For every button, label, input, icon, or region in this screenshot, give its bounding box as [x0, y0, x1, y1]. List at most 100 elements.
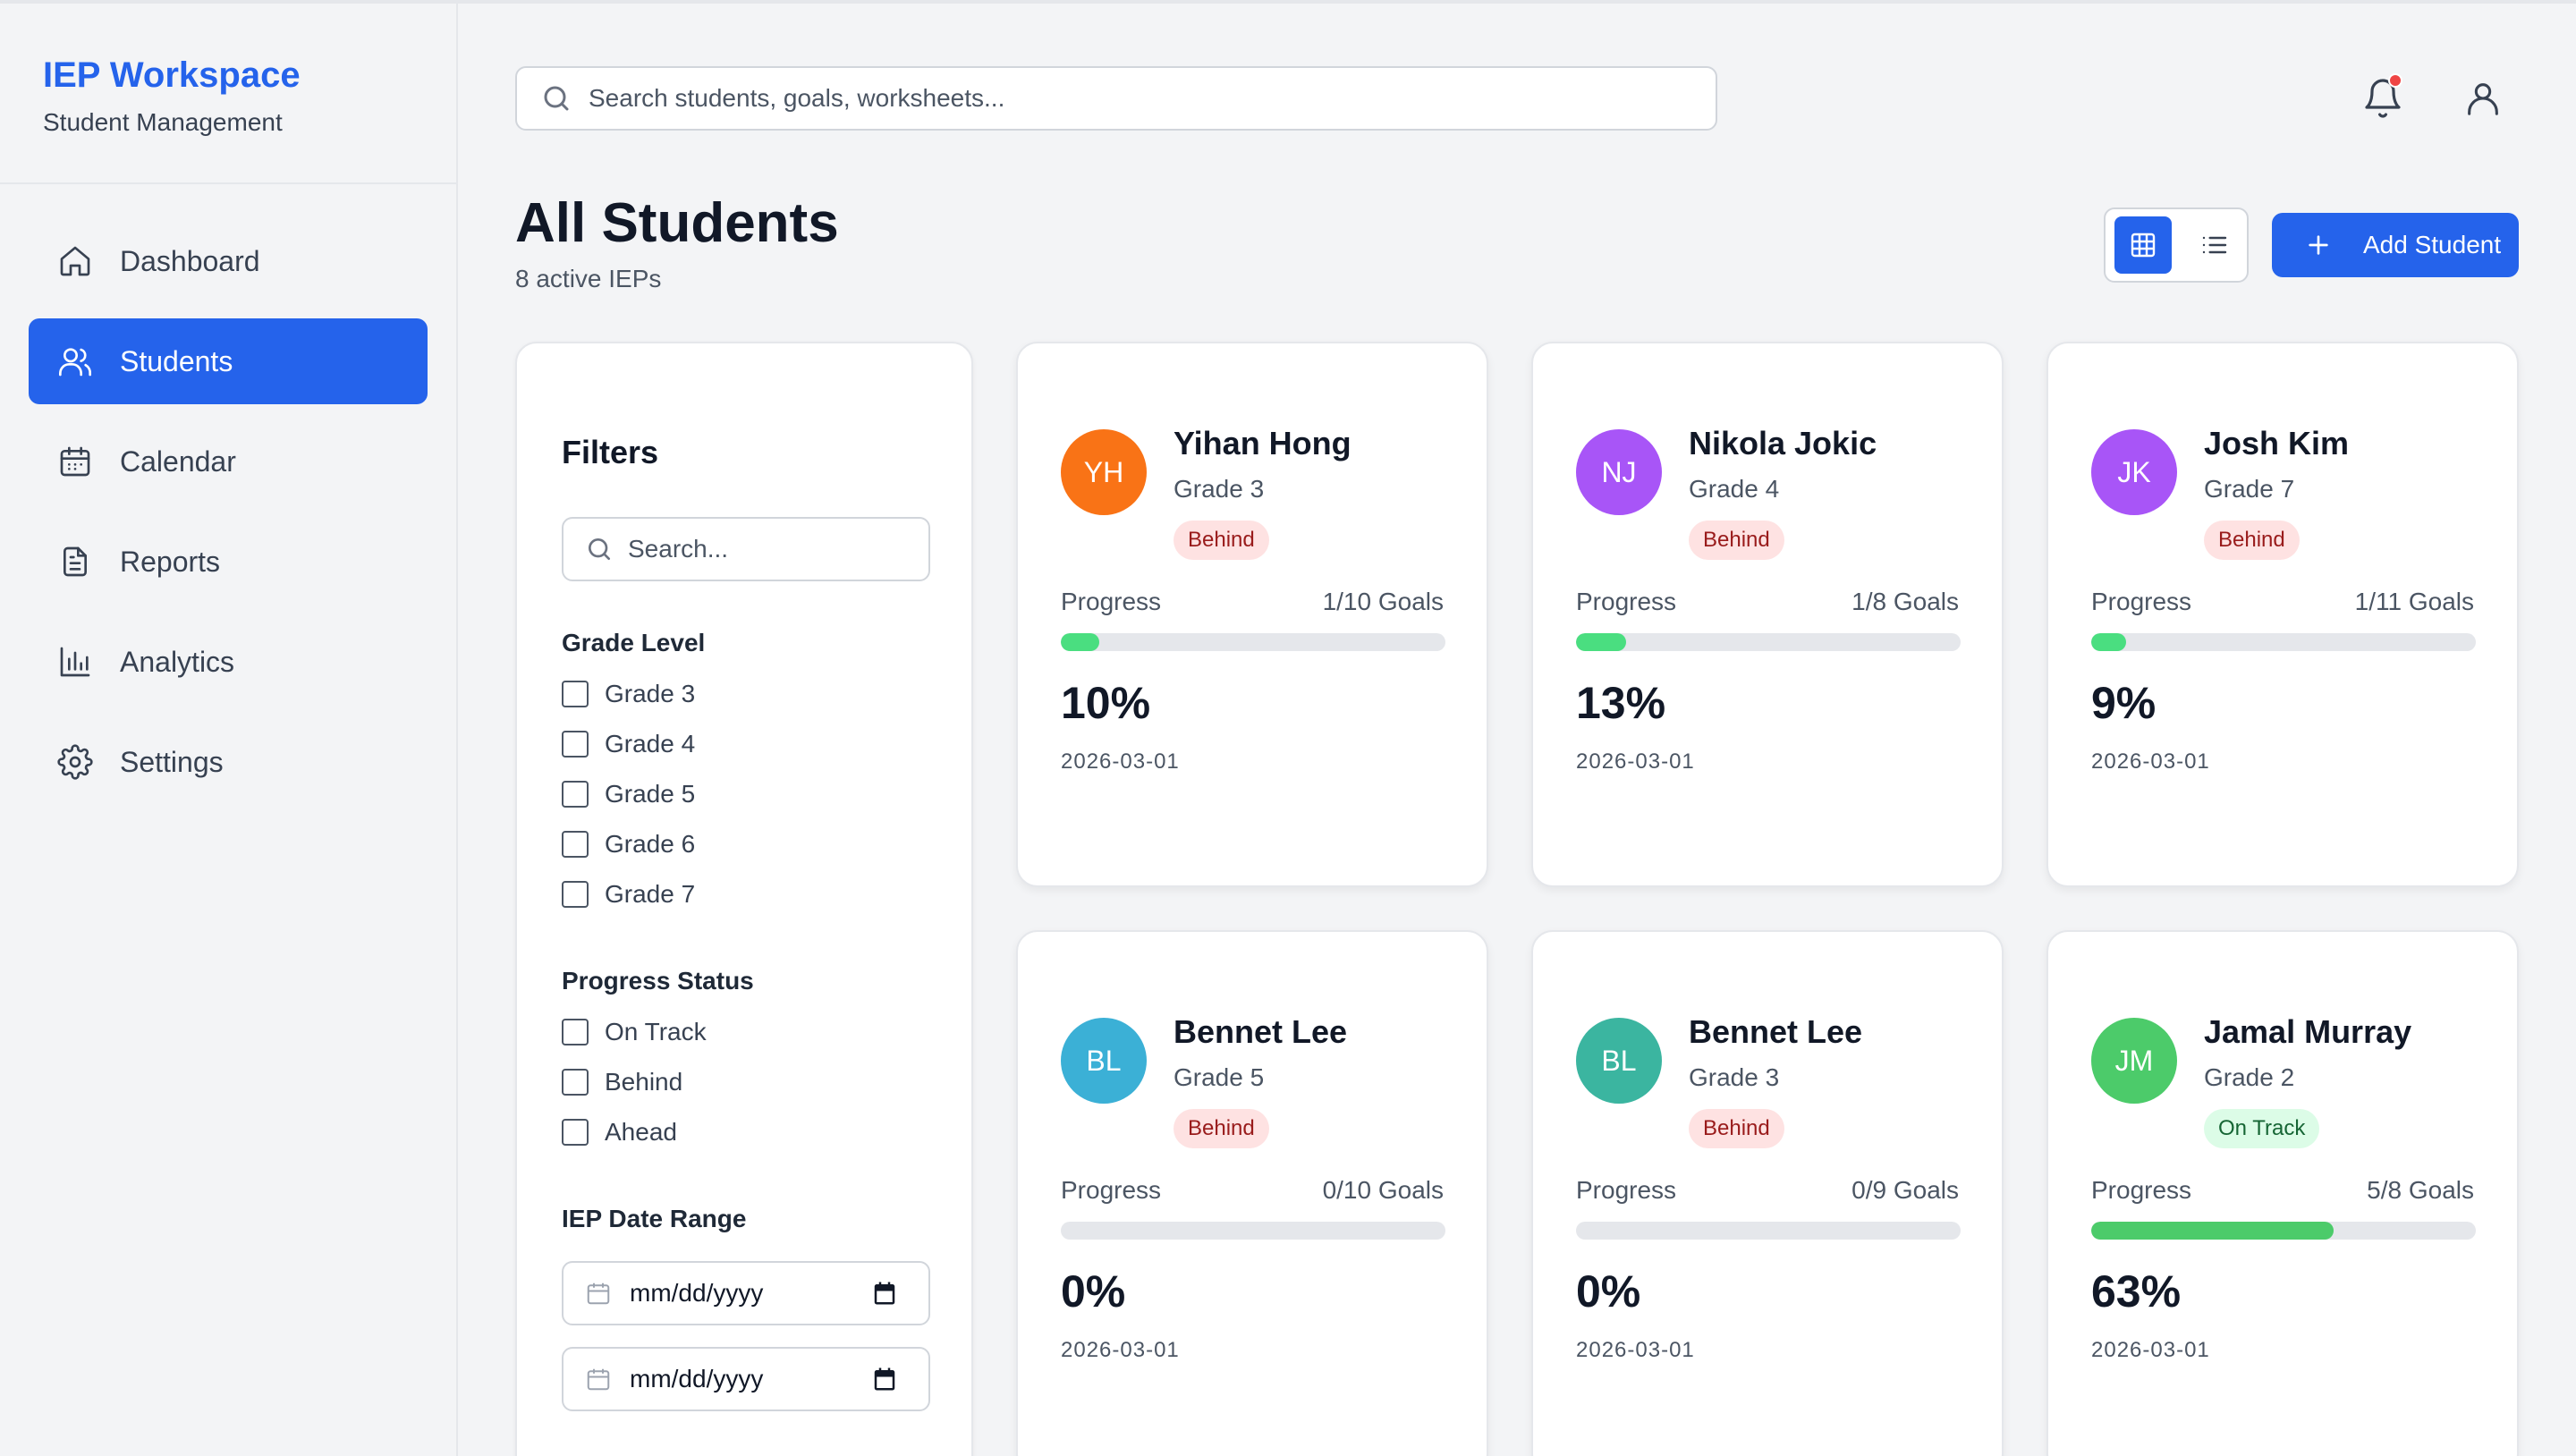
add-student-button[interactable]: Add Student — [2272, 213, 2519, 277]
option-label: Grade 4 — [605, 730, 696, 758]
progress-row: Progress 1/10 Goals — [1061, 587, 1444, 617]
progress-bar-fill — [1061, 633, 1099, 651]
goals-count: 1/11 Goals — [2354, 588, 2474, 615]
checkbox[interactable] — [562, 1119, 589, 1146]
grade-3-option[interactable]: Grade 3 — [562, 669, 971, 719]
filter-search[interactable] — [562, 517, 930, 581]
sidebar-item-analytics[interactable]: Analytics — [29, 619, 428, 705]
progress-bar — [1061, 1222, 1445, 1240]
option-label: Grade 7 — [605, 880, 696, 908]
app-subtitle: Student Management — [43, 108, 283, 136]
checkbox[interactable] — [562, 881, 589, 908]
brand: IEP Workspace Student Management — [0, 4, 456, 184]
student-card[interactable]: YH Yihan Hong Grade 3 Behind Progress 1/… — [1016, 342, 1488, 887]
sidebar-item-label: Settings — [120, 745, 224, 778]
behind-option[interactable]: Behind — [562, 1057, 971, 1107]
progress-row: Progress 5/8 Goals — [2091, 1175, 2474, 1206]
student-name[interactable]: Josh Kim — [2204, 425, 2350, 461]
student-name[interactable]: Jamal Murray — [2204, 1013, 2412, 1050]
app-title[interactable]: IEP Workspace — [43, 55, 301, 95]
global-search-input[interactable] — [589, 84, 1662, 113]
progress-bar — [1576, 633, 1961, 651]
ahead-option[interactable]: Ahead — [562, 1107, 971, 1157]
iep-date: 2026-03-01 — [2091, 1338, 2210, 1362]
date-to-input[interactable]: mm/dd/yyyy — [562, 1347, 930, 1411]
checkbox[interactable] — [562, 681, 589, 707]
checkbox[interactable] — [562, 1019, 589, 1045]
status-badge: Behind — [2204, 521, 2300, 560]
student-name[interactable]: Nikola Jokic — [1689, 425, 1877, 461]
sidebar-item-settings[interactable]: Settings — [29, 719, 428, 805]
grade-7-option[interactable]: Grade 7 — [562, 869, 971, 919]
sidebar-item-dashboard[interactable]: Dashboard — [29, 218, 428, 304]
student-name[interactable]: Bennet Lee — [1689, 1013, 1863, 1050]
progress-label: Progress — [1061, 1176, 1162, 1204]
student-name[interactable]: Yihan Hong — [1174, 425, 1352, 461]
student-card[interactable]: BL Bennet Lee Grade 3 Behind Progress 0/… — [1531, 930, 2004, 1456]
student-grade: Grade 4 — [1689, 475, 1780, 503]
card-header: YH Yihan Hong Grade 3 Behind — [1061, 425, 1444, 560]
iep-date-range-title: IEP Date Range — [562, 1205, 747, 1232]
progress-row: Progress 1/11 Goals — [2091, 587, 2474, 617]
progress-bar — [1061, 633, 1445, 651]
sidebar-item-calendar[interactable]: Calendar — [29, 419, 428, 504]
option-label: Grade 6 — [605, 830, 696, 858]
progress-percent: 10% — [1061, 678, 1151, 728]
document-icon — [57, 544, 93, 580]
option-label: Behind — [605, 1068, 683, 1096]
on-track-option[interactable]: On Track — [562, 1007, 971, 1057]
grade-6-option[interactable]: Grade 6 — [562, 819, 971, 869]
student-card[interactable]: NJ Nikola Jokic Grade 4 Behind Progress … — [1531, 342, 2004, 887]
page-title: All Students — [515, 192, 839, 254]
status-badge: On Track — [2204, 1109, 2320, 1148]
iep-date: 2026-03-01 — [1576, 749, 1695, 774]
progress-status-group: Progress Status On Track Behind Ahead — [562, 966, 971, 1157]
grade-4-option[interactable]: Grade 4 — [562, 719, 971, 769]
student-grade: Grade 3 — [1689, 1063, 1780, 1091]
grade-5-option[interactable]: Grade 5 — [562, 769, 971, 819]
plus-icon — [2309, 235, 2328, 255]
student-card[interactable]: JK Josh Kim Grade 7 Behind Progress 1/11… — [2046, 342, 2519, 887]
sidebar: IEP Workspace Student Management Dashboa… — [0, 4, 458, 1456]
option-label: Grade 3 — [605, 680, 696, 707]
checkbox[interactable] — [562, 831, 589, 858]
progress-bar — [2091, 1222, 2476, 1240]
goals-count: 0/10 Goals — [1322, 1176, 1444, 1204]
student-grade: Grade 7 — [2204, 475, 2295, 503]
checkbox[interactable] — [562, 1069, 589, 1096]
sidebar-item-students[interactable]: Students — [29, 318, 428, 404]
grid-view-button[interactable] — [2114, 216, 2172, 274]
student-grade: Grade 5 — [1174, 1063, 1265, 1091]
student-card[interactable]: JM Jamal Murray Grade 2 On Track Progres… — [2046, 930, 2519, 1456]
student-card[interactable]: BL Bennet Lee Grade 5 Behind Progress 0/… — [1016, 930, 1488, 1456]
status-badge: Behind — [1689, 521, 1784, 560]
date-picker-icon[interactable] — [871, 1280, 898, 1307]
option-label: On Track — [605, 1018, 707, 1045]
progress-percent: 13% — [1576, 678, 1666, 728]
card-header: JM Jamal Murray Grade 2 On Track — [2091, 1013, 2474, 1148]
user-menu-button[interactable] — [2458, 73, 2508, 123]
global-search[interactable] — [515, 66, 1717, 131]
option-label: Ahead — [605, 1118, 677, 1146]
home-icon — [57, 243, 93, 279]
filter-search-input[interactable] — [628, 535, 914, 563]
sidebar-item-reports[interactable]: Reports — [29, 519, 428, 605]
card-info: Yihan Hong Grade 3 Behind — [1174, 425, 1352, 560]
date-from-input[interactable]: mm/dd/yyyy — [562, 1261, 930, 1325]
checkbox[interactable] — [562, 731, 589, 758]
student-name[interactable]: Bennet Lee — [1174, 1013, 1348, 1050]
card-header: BL Bennet Lee Grade 5 Behind — [1061, 1013, 1444, 1148]
search-icon — [589, 538, 610, 560]
gear-icon — [57, 744, 93, 780]
date-picker-icon[interactable] — [871, 1366, 898, 1393]
list-view-button[interactable] — [2186, 216, 2243, 274]
notifications-button[interactable] — [2358, 73, 2408, 123]
date-to-value: mm/dd/yyyy — [630, 1365, 764, 1393]
status-badge: Behind — [1174, 521, 1269, 560]
progress-label: Progress — [1576, 1176, 1677, 1204]
grade-level-title: Grade Level — [562, 629, 706, 656]
progress-percent: 0% — [1061, 1266, 1126, 1316]
checkbox[interactable] — [562, 781, 589, 808]
progress-row: Progress 1/8 Goals — [1576, 587, 1959, 617]
